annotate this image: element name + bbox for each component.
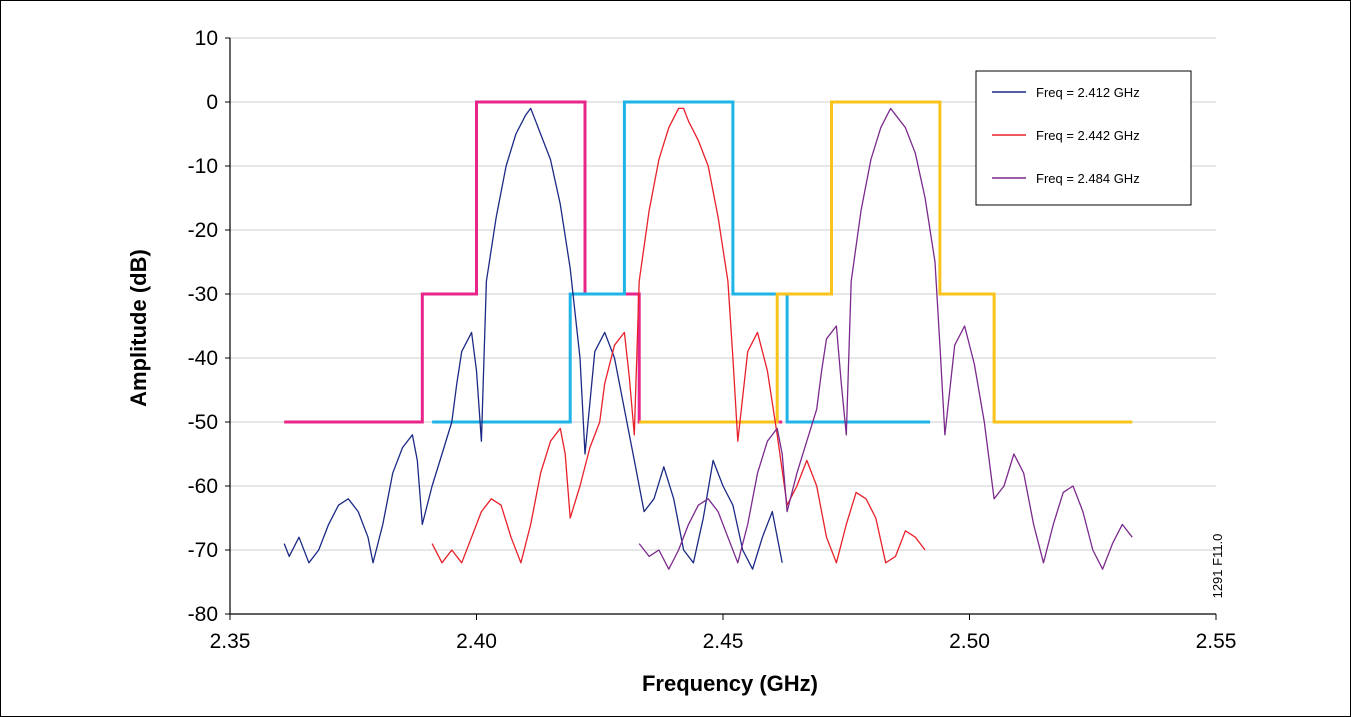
- series-line-3: [638, 107, 1133, 570]
- mask-line-3: [639, 100, 1133, 424]
- legend-label: Freq = 2.412 GHz: [1036, 85, 1140, 100]
- y-tick-label: -10: [188, 155, 218, 178]
- y-tick-labels: 10 0 -10 -20 -30 -40 -50 -60 -70 -80: [188, 27, 218, 626]
- y-tick-label: -80: [188, 603, 218, 626]
- mask-lines: [284, 100, 1133, 424]
- axes: [225, 37, 1217, 620]
- figure-id: 1291 F11.0: [1210, 534, 1225, 599]
- legend-label: Freq = 2.442 GHz: [1036, 128, 1140, 143]
- legend-box: [975, 70, 1192, 206]
- x-tick-label: 2.55: [1196, 630, 1237, 653]
- y-tick-label: -50: [188, 411, 218, 434]
- x-tick-label: 2.35: [210, 630, 251, 653]
- y-tick-label: 0: [206, 91, 218, 114]
- mask-line-1: [284, 100, 783, 424]
- y-tick-label: -20: [188, 219, 218, 242]
- x-tick-label: 2.45: [703, 630, 744, 653]
- x-tick-label: 2.50: [949, 630, 990, 653]
- y-axis-title: Amplitude (dB): [126, 249, 151, 407]
- legend-label: Freq = 2.484 GHz: [1036, 171, 1140, 186]
- legend: Freq = 2.412 GHz Freq = 2.442 GHz Freq = 2…: [975, 70, 1192, 206]
- y-tick-label: -30: [188, 283, 218, 306]
- y-tick-label: -40: [188, 347, 218, 370]
- x-axis-title: Frequency (GHz): [642, 671, 818, 696]
- x-tick-label: 2.40: [456, 630, 497, 653]
- y-tick-label: 10: [195, 27, 218, 50]
- x-tick-labels: 2.35 2.40 2.45 2.50 2.55: [210, 630, 1237, 653]
- series-lines: [283, 107, 1133, 570]
- y-tick-label: -70: [188, 539, 218, 562]
- series-line-2: [431, 107, 926, 564]
- series-line-1: [283, 107, 783, 570]
- mask-line-2: [432, 100, 931, 424]
- y-tick-label: -60: [188, 475, 218, 498]
